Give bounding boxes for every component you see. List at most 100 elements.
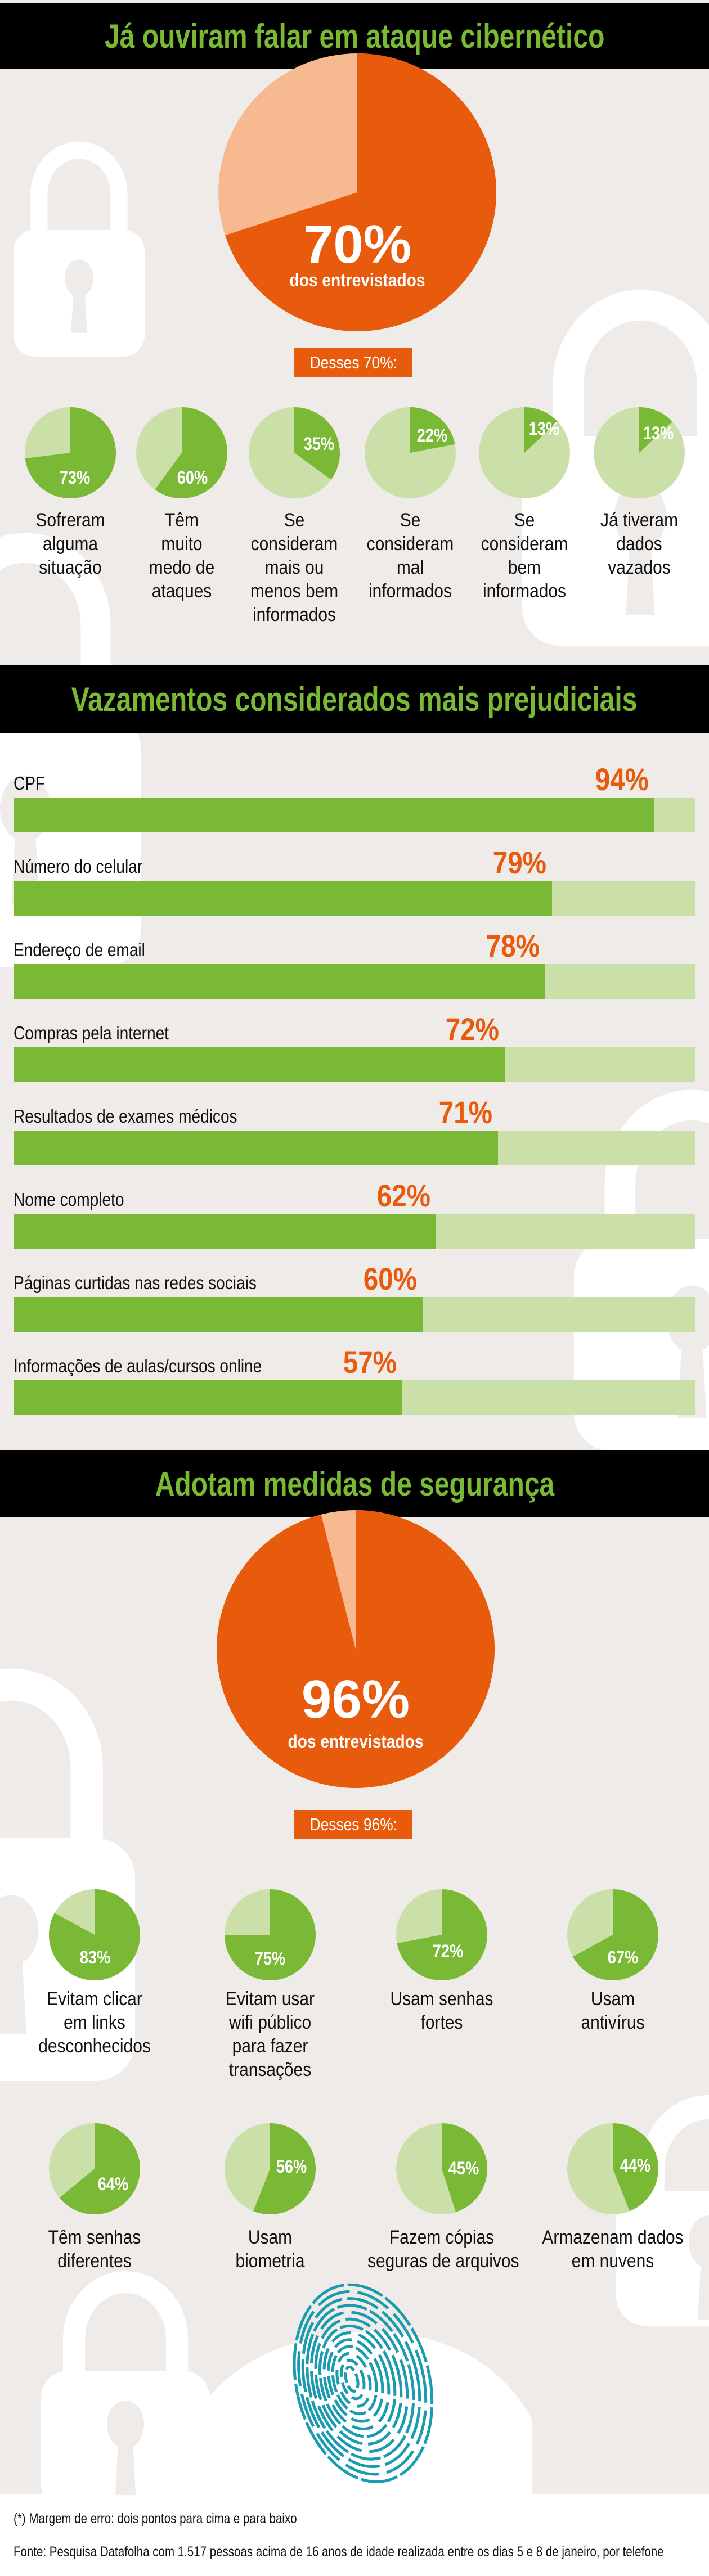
pie-value-label: 72%: [432, 1941, 464, 1961]
caption-line: dados: [616, 533, 662, 555]
bar-track: [14, 964, 695, 999]
section1-subheading: Desses 70%:: [294, 348, 412, 377]
small-pie: [136, 407, 227, 498]
caption-line: Usam: [248, 2227, 293, 2248]
caption-line: mais ou: [264, 557, 324, 578]
fingerprint-ridge: [344, 2366, 360, 2393]
caption-line: Se: [514, 510, 535, 531]
caption-line: Fazem cópias: [389, 2227, 495, 2248]
pie-caption: Têm muito medo de ataques: [97, 508, 266, 603]
caption-line: seguras de arquivos: [367, 2250, 519, 2272]
caption-line: antivírus: [581, 2012, 645, 2033]
small-pie-slice: [573, 1889, 658, 1980]
cloud-shape: [209, 2331, 532, 2494]
section1-title: Já ouviram falar em ataque cibernético: [104, 17, 605, 55]
keyhole-slot: [0, 1957, 26, 2034]
section3-subheading-text: Desses 96%:: [309, 1814, 397, 1834]
bar-track: [14, 798, 695, 832]
caption-line: biometria: [235, 2250, 305, 2272]
small-pie-slice: [253, 2123, 316, 2214]
bar-fill: [14, 1214, 437, 1249]
pie-value-label: 13%: [643, 423, 674, 443]
small-pie: [479, 407, 570, 498]
bar-value-label: 79%: [493, 845, 547, 880]
keyhole: [107, 2400, 144, 2449]
small-pie: [249, 407, 340, 498]
fingerprint-ridge: [322, 2331, 391, 2430]
bar-track: [14, 1214, 695, 1249]
pie-caption: Evitam clicar em links desconhecidos: [10, 1987, 179, 2058]
pie-value-label: 75%: [254, 1948, 286, 1969]
small-pie-slice: [410, 407, 455, 453]
section1-main-value: 70%: [303, 214, 412, 274]
section1-main-pie-slice: [225, 53, 496, 331]
bar-label: Endereço de email: [14, 939, 145, 960]
small-pie: [25, 407, 116, 498]
pie-value-label: 35%: [303, 434, 335, 454]
section3-main-pie-slice: [216, 1510, 495, 1788]
small-pie-slice: [442, 2123, 488, 2213]
caption-line: para fazer: [232, 2035, 308, 2057]
small-pie-slice: [294, 407, 340, 480]
caption-line: diferentes: [57, 2250, 132, 2272]
bar-fill: [14, 964, 546, 999]
keyhole: [0, 1895, 39, 1966]
caption-line: Têm senhas: [48, 2227, 141, 2248]
pie-caption: Têm senhas diferentes: [10, 2226, 179, 2273]
pie-caption: Usam antivírus: [528, 1987, 697, 2034]
caption-line: consideram: [481, 533, 568, 555]
bar-track: [14, 1297, 695, 1332]
pie-caption: Evitam usar wifi público para fazer transaç…: [186, 1987, 354, 2082]
caption-line: fortes: [420, 2012, 463, 2033]
padlock-shackle: [30, 141, 128, 236]
bar-track: [14, 881, 695, 916]
bar-label: Número do celular: [14, 856, 143, 877]
small-pie-slice: [225, 1889, 316, 1980]
small-pie-slice: [524, 407, 558, 453]
keyhole-slot: [626, 542, 655, 615]
small-pie-slice: [155, 407, 227, 498]
fingerprint-ridge: [318, 2324, 397, 2438]
caption-line: informados: [368, 580, 452, 602]
pie-caption: Fazem cópias seguras de arquivos: [357, 2226, 526, 2273]
caption-line: Evitam usar: [226, 1988, 315, 2010]
small-pie: [594, 407, 685, 498]
bar-fill: [14, 1297, 423, 1332]
caption-line: Já tiveram: [600, 510, 678, 531]
caption-line: consideram: [366, 533, 454, 555]
caption-line: situação: [39, 557, 102, 578]
caption-line: consideram: [250, 533, 338, 555]
bar-label: Páginas curtidas nas redes sociais: [14, 1272, 257, 1293]
pie-value-label: 44%: [620, 2155, 651, 2176]
pie-value-label: 22%: [416, 425, 448, 445]
fingerprint-ridge: [301, 2297, 421, 2469]
small-pie: [225, 1889, 316, 1980]
padlock-shackle: [553, 290, 709, 442]
footnote-source: Fonte: Pesquisa Datafolha com 1.517 pess…: [14, 2544, 664, 2560]
small-pie: [396, 1889, 487, 1980]
padlock-icon: [41, 2271, 210, 2512]
keyhole-slot: [115, 2443, 136, 2496]
caption-line: em links: [64, 2012, 125, 2033]
fingerprint-ridge: [297, 2290, 428, 2476]
caption-line: Armazenam dados: [542, 2227, 684, 2248]
bar-label: Informações de aulas/cursos online: [14, 1355, 262, 1376]
padlock-shackle: [0, 1668, 103, 1844]
pie-value-label: 83%: [79, 1947, 111, 1967]
section1-main-caption: dos entrevistados: [289, 270, 425, 290]
caption-line: mal: [396, 557, 424, 578]
padlock-icon: [616, 2095, 709, 2326]
pie-caption: Usam senhas fortes: [357, 1987, 526, 2034]
keyhole: [614, 482, 667, 550]
section3-main-value: 96%: [301, 1669, 410, 1730]
caption-line: muito: [161, 533, 203, 555]
fingerprint-ridge: [306, 2304, 415, 2461]
bar-fill: [14, 881, 553, 916]
small-pie: [567, 1889, 658, 1980]
fingerprint-icon: [293, 2283, 434, 2483]
bar-label: Compras pela internet: [14, 1023, 169, 1043]
caption-line: bem: [508, 557, 541, 578]
small-pie-slice: [639, 407, 673, 453]
padlock-body: [616, 2191, 709, 2326]
small-pie: [365, 407, 456, 498]
